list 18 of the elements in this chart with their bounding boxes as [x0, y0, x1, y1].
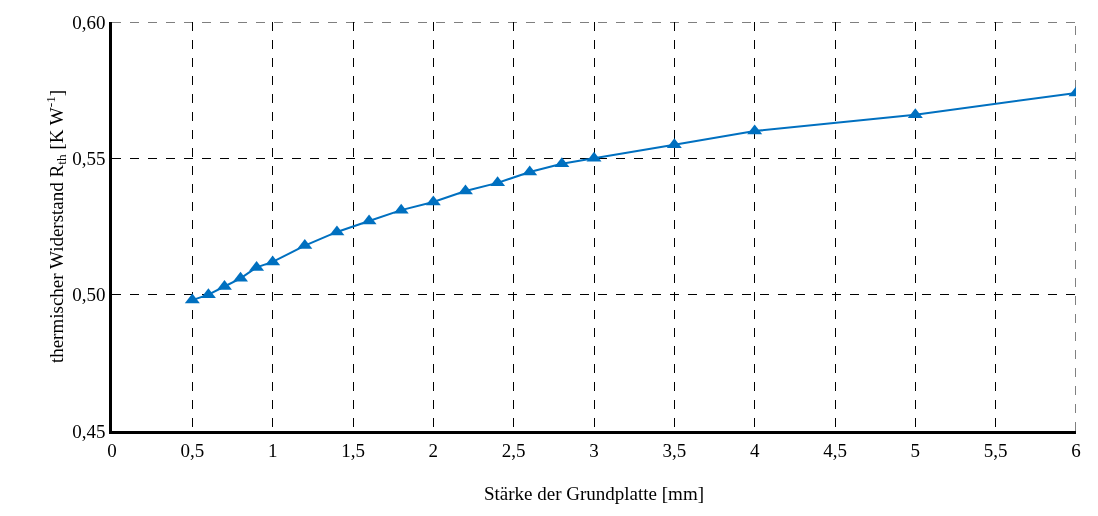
y-tick-label: 0,50	[72, 284, 106, 306]
x-tick-label: 0	[107, 439, 117, 461]
x-tick-label: 5,5	[983, 439, 1008, 461]
x-tick-label: 4,5	[823, 439, 847, 461]
x-tick-label: 3,5	[662, 439, 687, 461]
x-tick-label: 5	[910, 439, 921, 461]
x-tick-label: 1,5	[341, 439, 365, 461]
x-axis-title: Stärke der Grundplatte [mm]	[483, 482, 705, 504]
x-tick-label: 3	[589, 439, 599, 461]
y-tick-label: 0,45	[72, 420, 106, 442]
y-tick-label: 0,55	[72, 147, 106, 169]
y-tick-label: 0,60	[72, 11, 106, 33]
x-tick-label: 2	[428, 439, 439, 461]
x-tick-label: 4	[749, 439, 760, 461]
x-tick-label: 6	[1071, 439, 1081, 461]
x-tick-label: 2,5	[501, 439, 526, 461]
x-tick-label: 0,5	[180, 439, 205, 461]
x-tick-label: 1	[267, 439, 278, 461]
